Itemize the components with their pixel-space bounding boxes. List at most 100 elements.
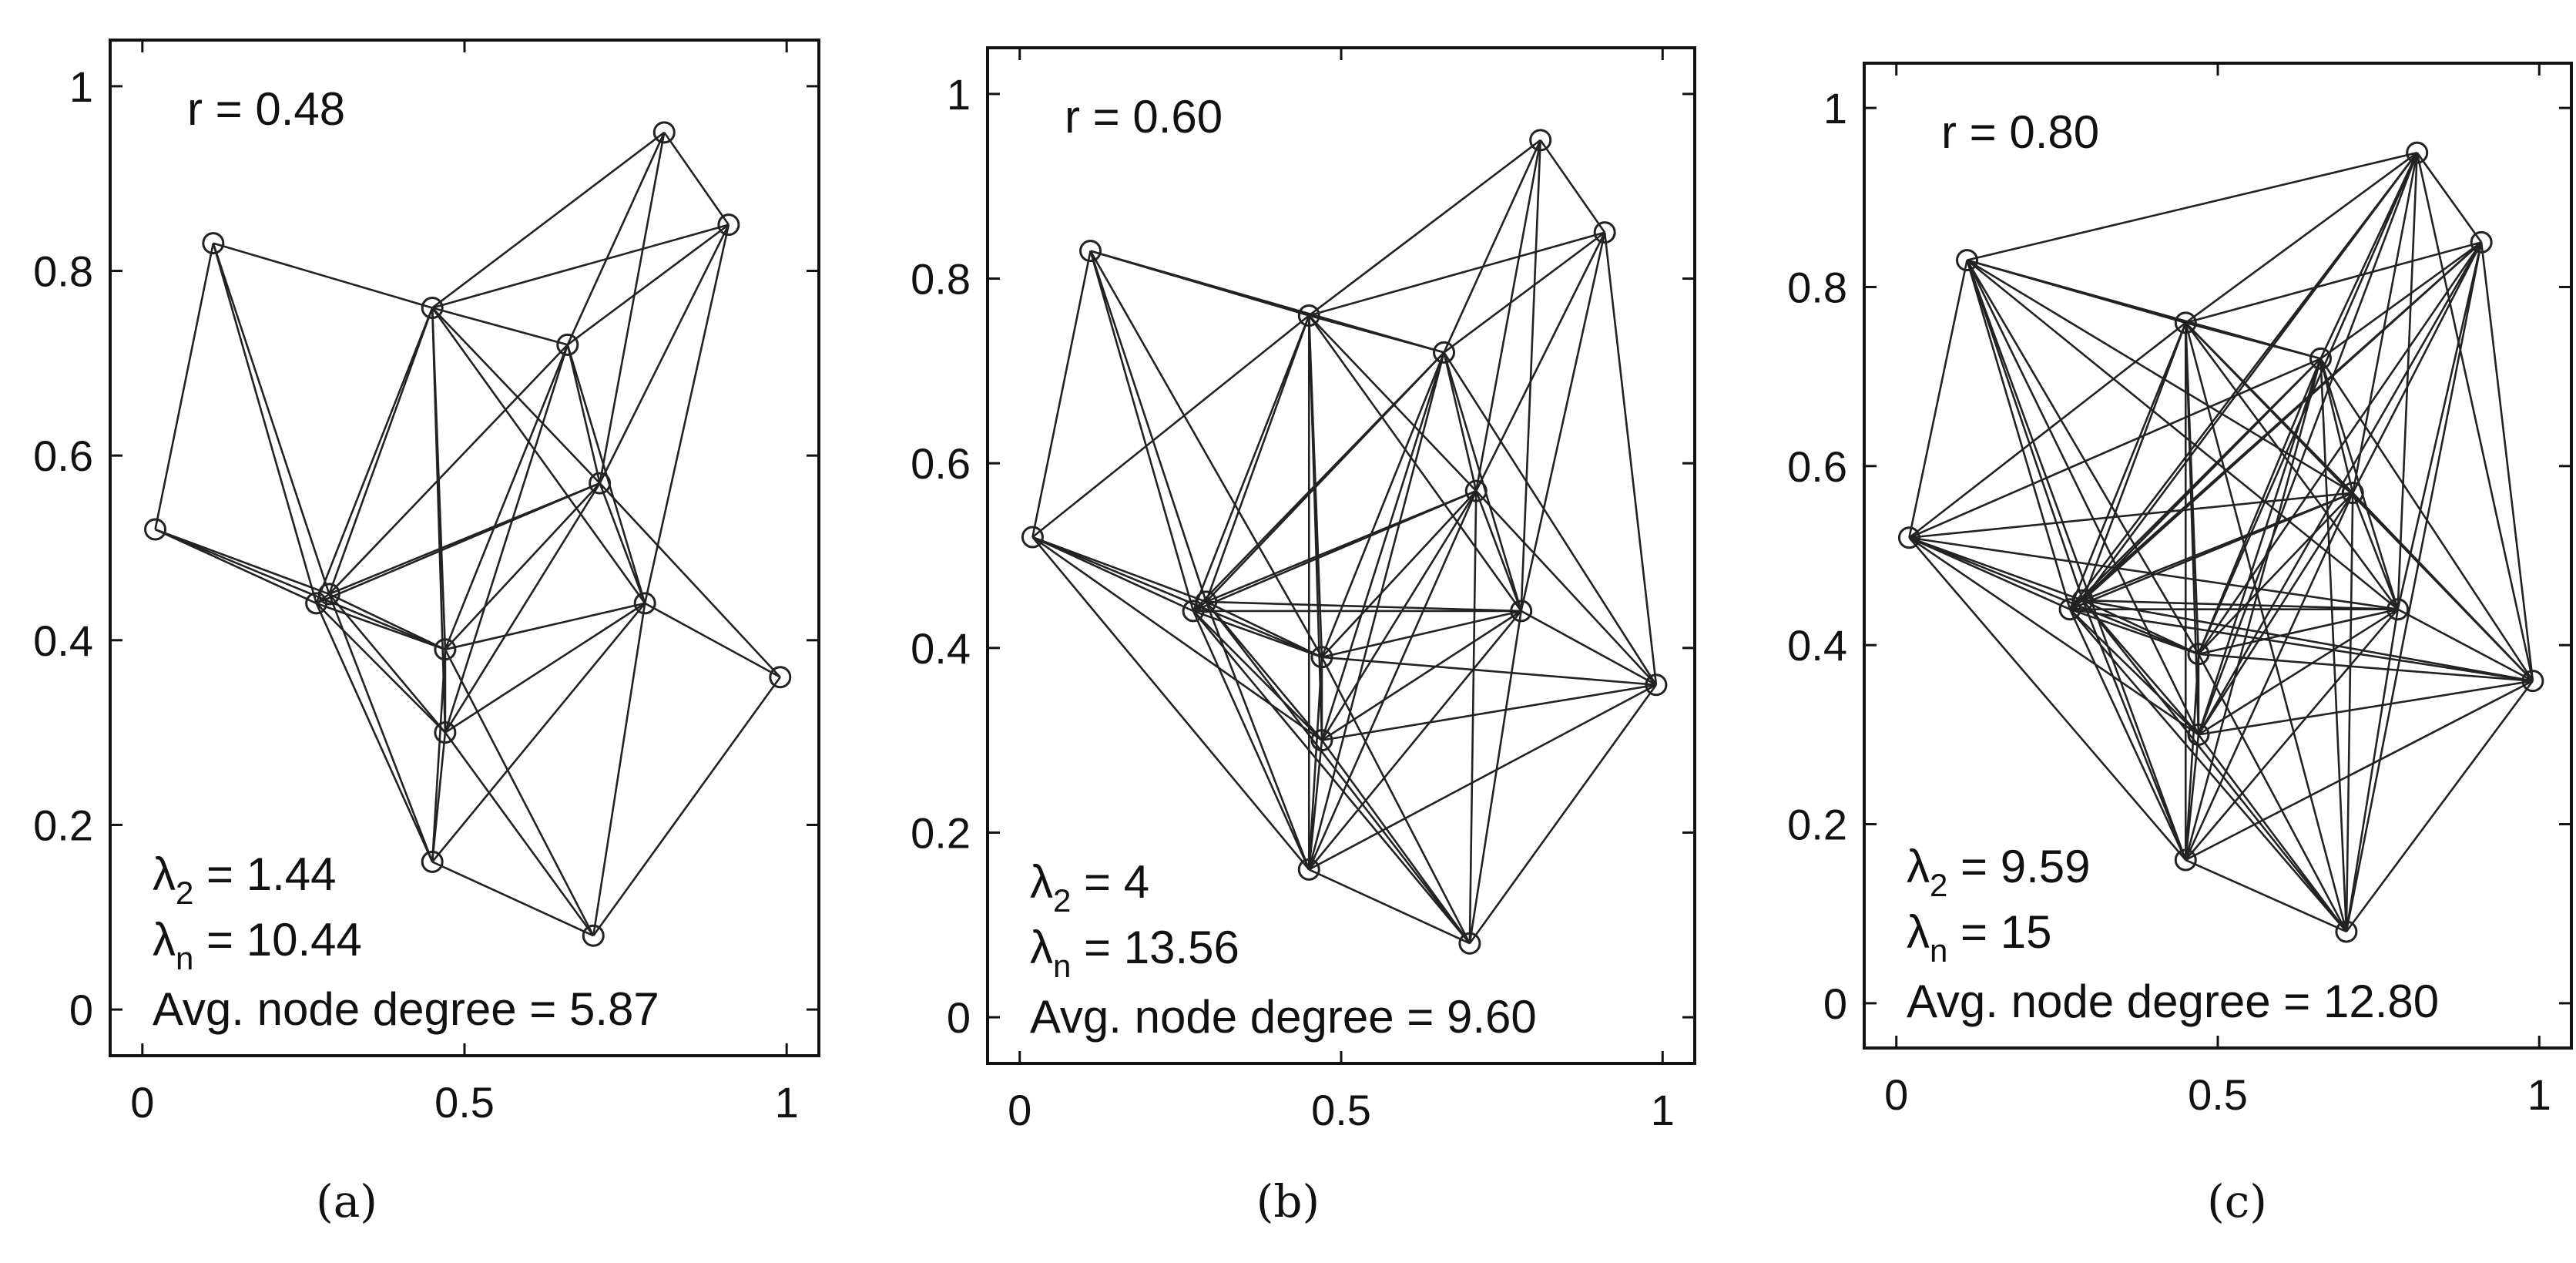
graph-node xyxy=(2187,643,2210,666)
graph-edge xyxy=(1307,315,1323,741)
nodes xyxy=(144,121,792,947)
graph-edge xyxy=(1468,491,1478,944)
x-tick-label: 0 xyxy=(1008,1086,1031,1134)
graph-edge xyxy=(599,224,730,484)
y-tick-label: 0.2 xyxy=(1787,801,1847,849)
radius-annotation: r = 0.80 xyxy=(1941,106,2099,158)
graph-edge xyxy=(2352,241,2483,494)
graph-edge xyxy=(328,307,434,595)
graph-node xyxy=(421,850,444,873)
graph-node xyxy=(1079,240,1102,263)
y-tick-label: 0.2 xyxy=(911,808,971,857)
graph-edge xyxy=(1321,610,1522,741)
graph-edge xyxy=(1908,536,2071,610)
graph-node xyxy=(589,472,612,495)
graph-node xyxy=(769,666,792,689)
graph-edge xyxy=(316,602,446,651)
graph-node xyxy=(633,592,656,615)
graph-edge xyxy=(328,344,569,595)
graph-edge xyxy=(1966,260,2084,601)
graph-edge xyxy=(154,243,215,530)
graph-edge xyxy=(1321,684,1657,741)
graph-edge xyxy=(431,861,594,937)
graph-edge xyxy=(1908,260,1968,539)
graph-edge xyxy=(592,603,646,936)
graph-edge xyxy=(2081,358,2322,602)
graph-edge xyxy=(328,593,434,862)
y-tick-label: 0.8 xyxy=(33,247,93,296)
graph-node xyxy=(1956,249,1979,272)
graph-node xyxy=(202,232,225,255)
graph-edge xyxy=(1205,601,1323,741)
graph-edge xyxy=(155,528,330,596)
graph-edge xyxy=(1320,657,1471,944)
graph-edge xyxy=(2082,492,2353,602)
graph-edge xyxy=(212,243,330,595)
graph-edge xyxy=(2185,608,2399,861)
graph-edge xyxy=(1089,250,1323,658)
graph-edge xyxy=(2081,322,2187,601)
graph-edge xyxy=(444,482,601,734)
graph-edge xyxy=(1468,684,1657,944)
graph-edge xyxy=(1308,314,1444,354)
graph-edge xyxy=(1966,259,2200,655)
graph-edge xyxy=(1308,314,1478,492)
graph-edge xyxy=(1443,139,1541,353)
graph-edge xyxy=(1539,139,1606,233)
graph-edge xyxy=(1474,139,1541,492)
graph-edge xyxy=(2319,358,2354,493)
graph-node xyxy=(556,333,579,356)
radius-annotation: r = 0.48 xyxy=(187,83,345,135)
graph-edge xyxy=(1443,352,1478,492)
graph-edge xyxy=(2197,358,2322,655)
graph-edge xyxy=(567,223,730,346)
graph-node xyxy=(2174,311,2197,334)
graph-edge xyxy=(2081,600,2347,932)
graph-edge xyxy=(2185,858,2347,933)
graph-edge xyxy=(431,307,646,604)
graph-edge xyxy=(1308,352,1445,870)
graph-edge xyxy=(592,676,781,936)
avg-degree-annotation: Avg. node degree = 12.80 xyxy=(1907,976,2439,1027)
graph-edge xyxy=(1192,610,1323,741)
graph-edge xyxy=(2069,608,2347,932)
graph-edge xyxy=(1908,321,2187,539)
graph-edge xyxy=(1475,232,1606,492)
graph-edge xyxy=(431,649,447,862)
graph-edge xyxy=(2352,492,2534,682)
graph-edge xyxy=(2197,241,2483,655)
y-tick-label: 0 xyxy=(69,986,93,1034)
graph-edge xyxy=(1475,490,1522,612)
graph-edge xyxy=(1206,600,1323,658)
graph-edge xyxy=(1520,139,1542,611)
graph-edge xyxy=(2198,608,2398,656)
graph-edge xyxy=(444,649,595,936)
graph-edge xyxy=(1320,352,1445,741)
graph-edge xyxy=(444,731,595,937)
graph-edge xyxy=(1192,610,1310,870)
y-tick-label: 1 xyxy=(69,62,93,111)
caption-c: (c) xyxy=(2207,1175,2267,1228)
graph-edge xyxy=(2345,609,2399,932)
graph-edge xyxy=(431,131,666,309)
axes-frame xyxy=(109,39,820,1057)
graph-edge xyxy=(2069,608,2199,736)
graph-node xyxy=(1593,221,1616,244)
graph-node xyxy=(421,296,444,319)
x-tick-label: 1 xyxy=(2527,1070,2551,1119)
graph-edge xyxy=(1308,684,1657,871)
graph-edge xyxy=(1308,868,1471,945)
graph-edge xyxy=(1320,739,1471,945)
graph-node xyxy=(2406,141,2429,164)
graph-edge xyxy=(1966,260,2187,861)
graph-edge xyxy=(2352,492,2399,610)
nodes xyxy=(1897,141,2544,943)
graph-node xyxy=(2335,920,2358,943)
graph-node xyxy=(2386,598,2410,621)
graph-edge xyxy=(1031,536,1323,659)
graph-edge xyxy=(599,482,781,678)
graph-edge xyxy=(566,344,646,604)
graph-edge xyxy=(1307,740,1323,870)
caption-a: (a) xyxy=(316,1175,377,1228)
